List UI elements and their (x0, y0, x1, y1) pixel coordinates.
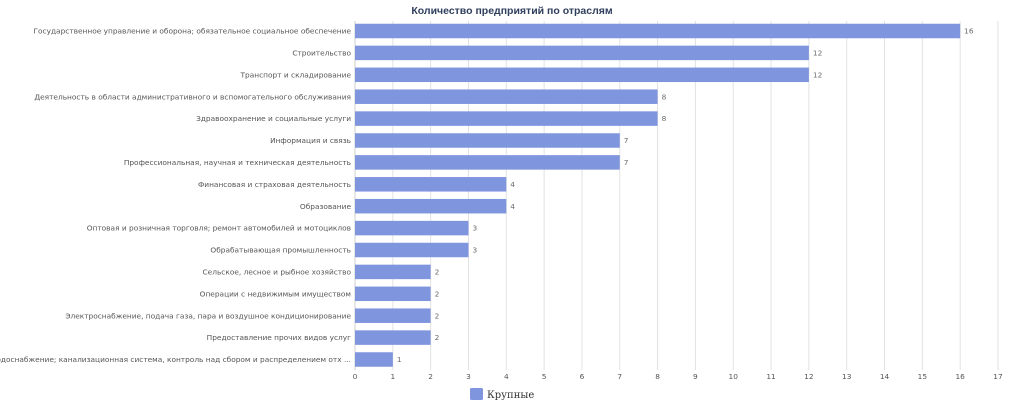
value-label: 12 (813, 49, 822, 58)
bar[interactable] (355, 242, 469, 258)
x-tick-label: 7 (617, 372, 622, 381)
x-tick-label: 6 (580, 372, 585, 381)
x-tick-label: 10 (729, 372, 739, 381)
category-label: Финансовая и страховая деятельность (198, 180, 351, 189)
bar[interactable] (355, 352, 393, 367)
value-label: 7 (624, 136, 629, 145)
value-labels: 16 12 12 8 8 7 7 4 4 3 3 2 2 2 2 1 (397, 27, 974, 365)
x-tick-label: 4 (504, 372, 509, 381)
x-tick-label: 12 (804, 372, 813, 381)
value-label: 3 (472, 224, 477, 233)
value-label: 2 (435, 333, 440, 342)
bar[interactable] (355, 264, 431, 280)
category-label: Государственное управление и оборона; об… (33, 27, 351, 36)
chart-title: Количество предприятий по отраслям (411, 5, 613, 17)
value-label: 1 (397, 355, 402, 364)
bar[interactable] (355, 111, 658, 126)
x-tick-label: 2 (428, 372, 433, 381)
value-label: 2 (435, 311, 440, 320)
value-label: 2 (435, 289, 440, 298)
category-label: Водоснабжение; канализационная система, … (0, 355, 351, 364)
value-label: 3 (472, 246, 477, 255)
x-tick-label: 15 (918, 372, 928, 381)
legend[interactable]: Крупные (470, 388, 534, 401)
category-label: Обрабатывающая промышленность (210, 246, 351, 255)
category-label: Здравоохранение и социальные услуги (196, 114, 351, 123)
bar[interactable] (355, 308, 431, 323)
bar[interactable] (355, 177, 507, 192)
category-label: Электроснабжение, подача газа, пара и во… (65, 311, 351, 320)
category-label: Профессиональная, научная и техническая … (124, 158, 351, 167)
category-label: Предоставление прочих видов услуг (207, 333, 351, 342)
bar[interactable] (355, 67, 809, 83)
bar[interactable] (355, 155, 620, 170)
category-label: Транспорт и складирование (240, 70, 352, 79)
category-label: Образование (300, 202, 352, 211)
x-tick-label: 0 (353, 372, 358, 381)
category-label: Сельское, лесное и рыбное хозяйство (203, 268, 352, 277)
value-label: 8 (662, 92, 667, 101)
category-labels: Государственное управление и оборона; об… (0, 27, 351, 365)
x-tick-label: 11 (766, 372, 776, 381)
legend-swatch[interactable] (470, 388, 483, 400)
value-label: 7 (624, 158, 629, 167)
x-tick-label: 8 (655, 372, 660, 381)
bars (355, 23, 961, 367)
category-label: Строительство (292, 49, 351, 58)
value-label: 2 (435, 268, 440, 277)
bar[interactable] (355, 45, 809, 61)
legend-label[interactable]: Крупные (487, 390, 534, 401)
x-tick-label: 17 (993, 372, 1003, 381)
value-label: 4 (510, 202, 515, 211)
value-label: 8 (662, 114, 667, 123)
bar[interactable] (355, 133, 620, 148)
bar[interactable] (355, 330, 431, 345)
x-tick-label: 16 (955, 372, 965, 381)
value-label: 4 (510, 180, 515, 189)
bar[interactable] (355, 198, 507, 214)
category-label: Деятельность в области административного… (34, 92, 351, 101)
category-label: Операции с недвижимым имуществом (200, 289, 351, 298)
value-label: 16 (964, 27, 974, 36)
value-label: 12 (813, 70, 822, 79)
x-tick-label: 9 (693, 372, 698, 381)
x-tick-label: 14 (880, 372, 890, 381)
x-axis-ticks: 0 1 2 3 4 5 6 7 8 9 10 11 12 13 14 15 16 17 (353, 372, 1003, 381)
bar[interactable] (355, 220, 469, 236)
bar[interactable] (355, 23, 961, 39)
x-tick-label: 13 (842, 372, 852, 381)
x-tick-label: 1 (390, 372, 395, 381)
bar[interactable] (355, 286, 431, 302)
x-tick-label: 5 (542, 372, 547, 381)
category-label: Оптовая и розничная торговля; ремонт авт… (87, 224, 351, 233)
category-label: Информация и связь (270, 136, 351, 145)
x-tick-label: 3 (466, 372, 471, 381)
bar[interactable] (355, 89, 658, 104)
